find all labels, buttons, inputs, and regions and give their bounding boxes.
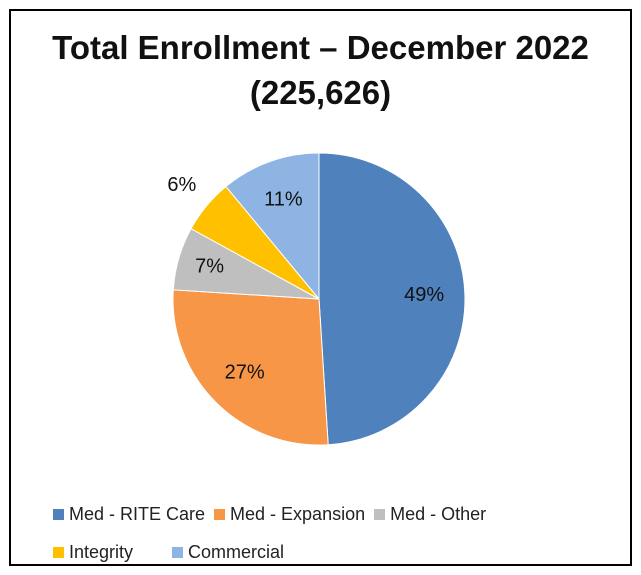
- legend-swatch-integrity: [53, 546, 64, 558]
- legend-item-med-other: Med - Other: [374, 504, 486, 525]
- pie-label-integrity: 6%: [167, 174, 196, 196]
- pie-chart: 49% 27% 7% 6% 11%: [167, 152, 466, 446]
- legend-label-integrity: Integrity: [69, 541, 134, 562]
- pie-slice-commercial: [225, 152, 320, 301]
- chart-title-line-1: Total Enrollment – December 2022: [52, 29, 589, 66]
- pie-label-commercial: 11%: [264, 188, 303, 210]
- legend-swatch-med-other: [374, 508, 386, 520]
- legend-label-med-other: Med - Other: [390, 503, 487, 524]
- pie-slice-med-rite-care: [318, 152, 466, 446]
- legend-label-med-expansion: Med - Expansion: [230, 503, 366, 524]
- legend-label-commercial: Commercial: [188, 541, 285, 562]
- legend-item-med-expansion: Med - Expansion: [214, 504, 365, 525]
- legend-row-2: Integrity Commercial: [53, 533, 613, 571]
- legend-swatch-commercial: [172, 546, 184, 558]
- pie-label-med-other: 7%: [195, 255, 224, 277]
- pie-slice-med-expansion: [172, 289, 329, 446]
- legend-swatch-med-expansion: [214, 508, 226, 520]
- legend-swatch-med-rite-care: [53, 508, 64, 520]
- legend-item-med-rite-care: Med - RITE Care: [53, 504, 205, 525]
- chart-title-line-2: (225,626): [249, 74, 392, 111]
- chart-legend: Med - RITE Care Med - Expansion Med - Ot…: [53, 495, 613, 571]
- pie-label-med-rite-care: 49%: [404, 284, 444, 306]
- chart-frame: Total Enrollment – December 2022 (225,62…: [9, 9, 632, 566]
- pie-label-med-expansion: 27%: [225, 362, 265, 384]
- chart-title: Total Enrollment – December 2022 (225,62…: [11, 25, 630, 115]
- legend-label-med-rite-care: Med - RITE Care: [69, 503, 206, 524]
- legend-row-1: Med - RITE Care Med - Expansion Med - Ot…: [53, 495, 613, 533]
- legend-item-integrity: Integrity: [53, 542, 133, 563]
- legend-item-commercial: Commercial: [172, 542, 284, 563]
